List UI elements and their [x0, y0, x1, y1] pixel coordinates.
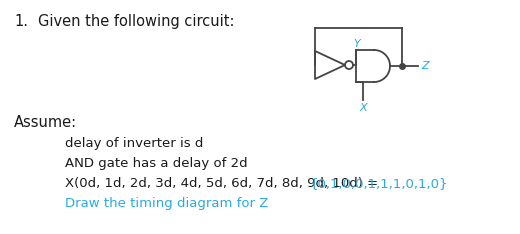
Text: Y: Y	[353, 39, 360, 49]
Text: Draw the timing diagram for Z: Draw the timing diagram for Z	[65, 197, 268, 210]
Text: delay of inverter is d: delay of inverter is d	[65, 137, 203, 150]
Text: {0,1,0,0,1,1,1,0,1,0}: {0,1,0,0,1,1,1,0,1,0}	[309, 177, 448, 190]
Text: X: X	[359, 103, 367, 113]
Text: 1.: 1.	[14, 14, 28, 29]
Text: AND gate has a delay of 2d: AND gate has a delay of 2d	[65, 157, 248, 170]
Text: Given the following circuit:: Given the following circuit:	[38, 14, 235, 29]
Text: X(0d, 1d, 2d, 3d, 4d, 5d, 6d, 7d, 8d, 9d, 10d) =: X(0d, 1d, 2d, 3d, 4d, 5d, 6d, 7d, 8d, 9d…	[65, 177, 382, 190]
Text: Assume:: Assume:	[14, 115, 77, 130]
Text: Z: Z	[421, 61, 428, 71]
